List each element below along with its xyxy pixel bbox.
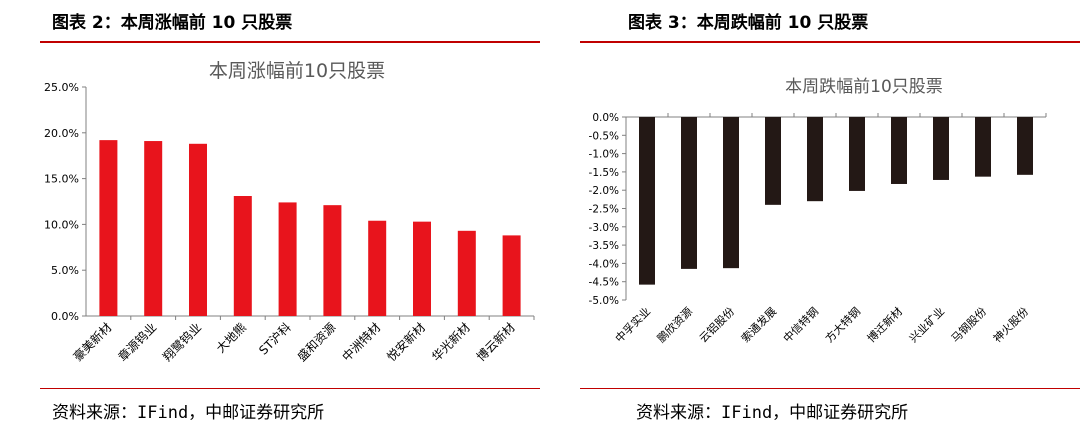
source-note-left: 资料来源：IFind，中邮证券研究所 <box>52 403 325 423</box>
loss-category-label: 兴业矿业 <box>907 305 947 345</box>
gain-y-tick-label: 15.0% <box>44 173 79 186</box>
gain-category-label: 盛和资源 <box>294 320 339 365</box>
gain-category-label: 中洲特材 <box>339 320 384 365</box>
gain-bar <box>502 235 521 316</box>
loss-category-label: 云铝股份 <box>696 304 737 345</box>
loss-y-tick-label: -1.5% <box>589 167 619 179</box>
gain-chart-title: 本周涨幅前10只股票 <box>209 60 385 82</box>
loss-y-tick-label: -5.0% <box>589 295 619 307</box>
gain-y-tick-label: 0.0% <box>51 310 79 323</box>
loss-y-tick-label: 0.0% <box>592 112 619 124</box>
loss-bar <box>765 117 781 205</box>
loss-category-label: 神火股份 <box>990 304 1031 345</box>
gain-category-label: 博云新材 <box>473 320 518 365</box>
gain-category-label: 翔鹭钨业 <box>160 320 205 365</box>
gain-category-label: ST沪科 <box>256 320 293 357</box>
loss-category-label: 索通发展 <box>738 304 779 345</box>
gain-bar <box>233 196 252 316</box>
loss-category-label: 博迁新材 <box>864 304 905 345</box>
source-note-right: 资料来源：IFind，中邮证券研究所 <box>636 403 909 423</box>
loss-category-label: 鹏欣资源 <box>654 304 695 345</box>
figure-title-left: 图表 2：本周涨幅前 10 只股票 <box>52 13 293 33</box>
loss-y-tick-label: -4.0% <box>589 258 619 270</box>
gain-y-tick-label: 25.0% <box>44 81 79 94</box>
loss-bar <box>975 117 991 177</box>
gain-category-label: 华光新材 <box>428 320 473 365</box>
gain-bar <box>144 141 163 316</box>
loss-y-tick-label: -3.5% <box>589 240 619 252</box>
loss-bar <box>849 117 865 191</box>
loss-bar <box>1017 117 1033 175</box>
header-rule-right <box>580 41 1080 43</box>
loss-y-tick-label: -4.5% <box>589 277 619 289</box>
gain-bar <box>189 143 207 316</box>
loss-y-tick-label: -2.0% <box>589 185 619 197</box>
gain-y-tick-label: 10.0% <box>44 218 79 231</box>
loss-bar <box>891 117 907 184</box>
gain-bar <box>278 202 297 316</box>
gain-y-tick-label: 20.0% <box>44 127 79 140</box>
gain-category-label: 章源钨业 <box>115 320 160 365</box>
gain-category-label: 豪美新材 <box>70 320 115 365</box>
gain-bar <box>413 221 431 316</box>
loss-bar <box>933 117 949 180</box>
footer-rule-left <box>40 388 540 389</box>
loss-bar <box>807 117 823 202</box>
footer-rule-right <box>580 388 1080 389</box>
loss-bar <box>723 117 739 269</box>
loss-y-tick-label: -0.5% <box>589 130 619 142</box>
loss-category-label: 中孚实业 <box>612 304 653 345</box>
gain-bar <box>457 230 476 316</box>
loss-bar <box>639 117 655 285</box>
gain-bar <box>99 140 118 316</box>
gain-category-label: 大地熊 <box>213 320 249 356</box>
gain-bar <box>368 220 387 316</box>
gain-category-label: 悦安新材 <box>384 320 429 365</box>
loss-category-label: 方大特钢 <box>822 304 863 345</box>
loss-y-tick-label: -2.5% <box>589 204 619 216</box>
loss-y-tick-label: -3.0% <box>589 222 619 234</box>
figure-title-right: 图表 3：本周跌幅前 10 只股票 <box>628 13 869 33</box>
gain-y-tick-label: 5.0% <box>51 264 79 277</box>
loss-chart-title: 本周跌幅前10只股票 <box>785 77 943 97</box>
loss-bar <box>681 117 697 269</box>
loss-y-tick-label: -1.0% <box>589 149 619 161</box>
gain-bar <box>323 205 342 316</box>
loss-category-label: 中信特钢 <box>780 304 821 345</box>
loss-category-label: 马钢股份 <box>949 305 989 345</box>
header-rule-left <box>40 41 540 43</box>
